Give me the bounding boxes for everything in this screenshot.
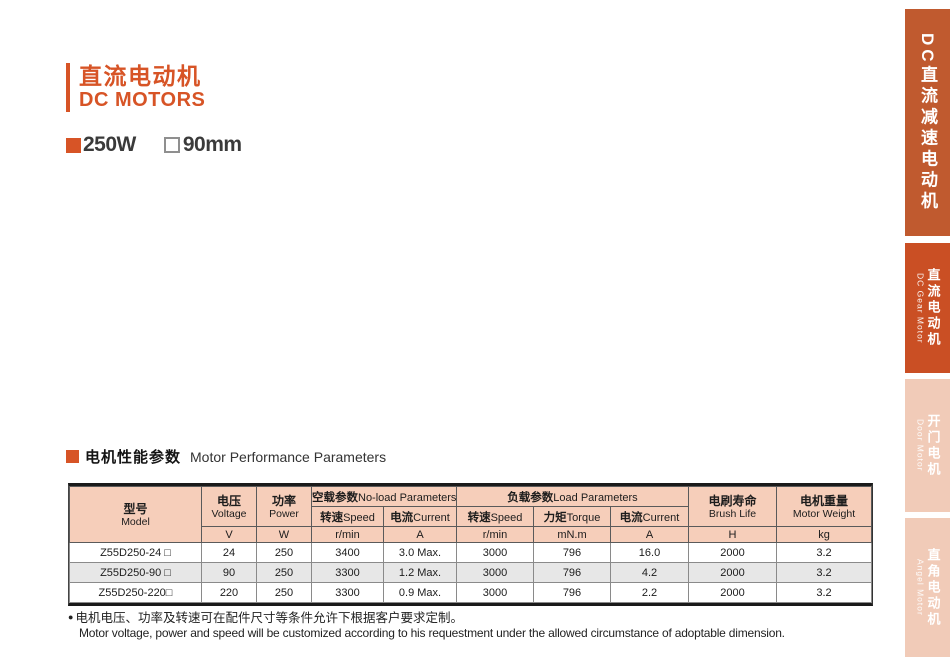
unit-load-speed: r/min [456,526,534,543]
section-heading: 电机性能参数 Motor Performance Parameters [66,446,386,467]
col-header-noload-speed: 转速Speed [311,506,384,527]
section-heading-cn: 电机性能参数 [85,449,182,466]
cell-brush-life: 2000 [688,542,777,563]
col-header-load-current: 电流Current [610,506,689,527]
col-header-load-speed: 转速Speed [456,506,534,527]
sidebar-tab-dc-gear-reducer-series[interactable]: DC直流减速电动机 [905,9,950,236]
page-title-en: DC MOTORS [79,89,206,111]
page-title-cn: 直流电动机 [79,63,202,89]
sidebar-tab-label-en: DC Gear Motor [915,272,926,344]
cell-load-torque: 796 [533,582,611,603]
cell-weight: 3.2 [776,542,872,563]
cell-load-speed: 3000 [456,542,534,563]
cell-model: Z55D250-90 □ [69,562,202,583]
filled-square-icon [66,137,81,153]
outline-square-icon [163,137,180,153]
spec-line: 250W 90mm [66,133,242,157]
unit-power: W [256,526,312,543]
col-header-power: 功率 Power [256,486,312,527]
cell-load-current: 16.0 [610,542,689,563]
cell-load-current: 2.2 [610,582,689,603]
sidebar-tab-label-cn: 直流电动机 [925,268,941,348]
table-row: Z55D250-220□ 220 250 3300 0.9 Max. 3000 … [69,582,872,603]
cell-voltage: 90 [201,562,257,583]
cell-weight: 3.2 [776,582,872,603]
col-header-motor-weight: 电机重量 Motor Weight [776,486,872,527]
unit-noload-current: A [383,526,457,543]
section-heading-en: Motor Performance Parameters [190,448,387,465]
footnote-en: Motor voltage, power and speed will be c… [79,626,785,640]
sidebar-tab-label-cn: 直角电动机 [925,547,941,628]
cell-noload-speed: 3300 [311,562,384,583]
cell-load-speed: 3000 [456,562,534,583]
sidebar-tab-label-en: Angel Motor [915,559,926,616]
cell-load-torque: 796 [533,562,611,583]
spec-size: 90mm [182,133,242,156]
sidebar-tab-label: DC直流减速电动机 [918,32,937,213]
performance-table-wrap: 型号 Model 电压 Voltage 功率 Power 空载参数No-load… [68,483,873,606]
sidebar-tab-dc-gear-motor[interactable]: 直流电动机 DC Gear Motor [905,243,950,373]
spec-power: 250W [83,133,136,156]
cell-power: 250 [256,582,312,603]
unit-weight: kg [776,526,872,543]
table-row: Z55D250-90 □ 90 250 3300 1.2 Max. 3000 7… [69,562,872,583]
table-row: Z55D250-24 □ 24 250 3400 3.0 Max. 3000 7… [69,542,872,563]
footnote-cn-text: 电机电压、功率及转速可在配件尺寸等条件允许下根据客户要求定制。 [75,611,463,625]
cell-model: Z55D250-24 □ [69,542,202,563]
cell-power: 250 [256,562,312,583]
col-header-load-torque: 力矩Torque [533,506,611,527]
unit-load-current: A [610,526,689,543]
unit-load-torque: mN.m [533,526,611,543]
cell-voltage: 220 [201,582,257,603]
sidebar-tab-label-en: Door Motor [915,419,926,472]
unit-voltage: V [201,526,257,543]
cell-load-speed: 3000 [456,582,534,603]
sidebar-tab-door-motor[interactable]: 开门电机 Door Motor [905,379,950,512]
cell-power: 250 [256,542,312,563]
unit-noload-speed: r/min [311,526,384,543]
col-header-noload-current: 电流Current [383,506,457,527]
col-header-voltage: 电压 Voltage [201,486,257,527]
sidebar-tab-angle-motor[interactable]: 直角电动机 Angel Motor [905,518,950,657]
unit-brush-life: H [688,526,777,543]
col-header-model: 型号 Model [69,486,202,543]
col-header-brush-life: 电刷寿命 Brush Life [688,486,777,527]
cell-load-current: 4.2 [610,562,689,583]
bullet-icon: ● [68,612,74,622]
cell-brush-life: 2000 [688,582,777,603]
cell-noload-current: 3.0 Max. [383,542,457,563]
performance-table: 型号 Model 电压 Voltage 功率 Power 空载参数No-load… [69,486,872,603]
cell-noload-current: 1.2 Max. [383,562,457,583]
section-marker-icon [66,450,79,463]
cell-load-torque: 796 [533,542,611,563]
cell-noload-speed: 3400 [311,542,384,563]
cell-noload-speed: 3300 [311,582,384,603]
cell-voltage: 24 [201,542,257,563]
cell-brush-life: 2000 [688,562,777,583]
page-title: 直流电动机 DC MOTORS [66,63,205,112]
footnotes: ● 电机电压、功率及转速可在配件尺寸等条件允许下根据客户要求定制。 Motor v… [68,609,785,641]
cell-noload-current: 0.9 Max. [383,582,457,603]
cell-weight: 3.2 [776,562,872,583]
col-group-no-load: 空载参数No-load Parameters [311,486,457,507]
cell-model: Z55D250-220□ [69,582,202,603]
footnote-cn: ● 电机电压、功率及转速可在配件尺寸等条件允许下根据客户要求定制。 [68,609,785,626]
col-group-load: 负载参数Load Parameters [456,486,689,507]
sidebar-tab-label-cn: 开门电机 [925,413,941,478]
